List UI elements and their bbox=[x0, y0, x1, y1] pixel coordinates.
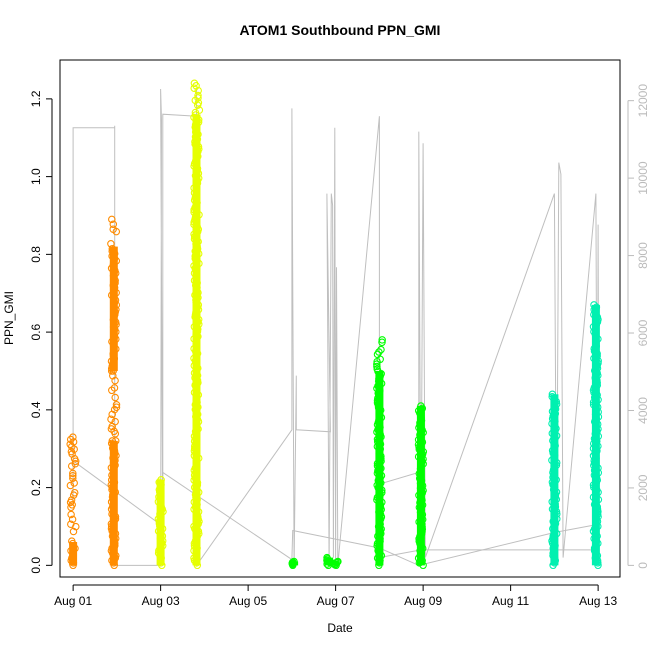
data-point-cluster bbox=[69, 542, 78, 566]
x-tick-label: Aug 11 bbox=[492, 594, 529, 608]
data-point bbox=[378, 338, 386, 347]
data-point bbox=[108, 437, 117, 445]
data-point bbox=[190, 79, 199, 88]
y2-tick-label: 12000 bbox=[636, 84, 650, 118]
data-point bbox=[70, 479, 78, 487]
data-point-cluster bbox=[109, 246, 118, 371]
data-point bbox=[69, 474, 77, 482]
data-point bbox=[69, 472, 77, 480]
x-tick-label: Aug 13 bbox=[579, 594, 617, 608]
y-tick-label: 0.4 bbox=[29, 401, 43, 418]
data-point bbox=[378, 336, 386, 344]
data-point bbox=[109, 220, 118, 229]
data-point bbox=[69, 469, 77, 478]
data-point bbox=[112, 403, 121, 411]
data-point bbox=[373, 362, 381, 371]
data-point-cluster bbox=[375, 371, 384, 566]
data-point-cluster bbox=[192, 114, 201, 566]
data-point bbox=[194, 86, 202, 95]
x-tick-label: Aug 07 bbox=[317, 594, 355, 608]
x-axis-label: Date bbox=[327, 621, 353, 635]
data-point bbox=[109, 367, 117, 375]
y2-tick-label: 8000 bbox=[636, 242, 650, 269]
plot-frame bbox=[59, 59, 621, 578]
data-point-cluster bbox=[416, 406, 425, 566]
y-tick-label: 1.0 bbox=[29, 168, 43, 185]
data-point bbox=[67, 520, 75, 528]
data-point bbox=[190, 84, 198, 92]
data-point bbox=[373, 360, 381, 368]
y2-tick-label: 4000 bbox=[636, 397, 650, 424]
plot-layer bbox=[66, 79, 603, 570]
data-point bbox=[194, 94, 202, 102]
data-point bbox=[110, 405, 119, 414]
data-point bbox=[66, 435, 75, 444]
x-tick-label: Aug 03 bbox=[142, 594, 180, 608]
data-point bbox=[112, 401, 121, 409]
data-point bbox=[69, 433, 77, 441]
y2-tick-label: 10000 bbox=[636, 161, 650, 195]
y-tick-label: 1.2 bbox=[29, 90, 43, 107]
data-point bbox=[68, 515, 77, 524]
data-point bbox=[66, 481, 75, 490]
y-tick-label: 0.2 bbox=[29, 479, 43, 496]
data-point bbox=[377, 345, 385, 354]
data-point bbox=[67, 496, 76, 504]
data-point bbox=[108, 215, 116, 224]
y-tick-label: 0.0 bbox=[29, 557, 43, 574]
data-point bbox=[194, 91, 202, 100]
x-tick-label: Aug 09 bbox=[404, 594, 442, 608]
x-tick-label: Aug 05 bbox=[229, 594, 267, 608]
y2-tick-label: 2000 bbox=[636, 474, 650, 501]
chart-title: ATOM1 Southbound PPN_GMI bbox=[240, 22, 441, 38]
y-tick-label: 0.8 bbox=[29, 246, 43, 263]
data-point-cluster bbox=[591, 304, 600, 566]
data-point bbox=[109, 372, 117, 380]
y2-tick-label: 0 bbox=[636, 562, 650, 569]
data-point bbox=[67, 510, 75, 519]
data-point bbox=[110, 384, 119, 392]
data-point bbox=[111, 393, 119, 402]
data-point bbox=[70, 445, 78, 453]
data-point-cluster bbox=[109, 440, 118, 566]
data-point-cluster bbox=[325, 557, 334, 566]
y2-tick-label: 6000 bbox=[636, 319, 650, 346]
axes-layer: Aug 01 Aug 03 Aug 05 Aug 07 Aug 09 Aug 11 Aug … bbox=[29, 59, 650, 608]
data-point bbox=[195, 106, 204, 114]
data-point-cluster bbox=[331, 561, 340, 566]
data-point bbox=[111, 417, 119, 426]
x-tick-label: Aug 01 bbox=[54, 594, 92, 608]
data-point bbox=[109, 225, 117, 233]
data-point-cluster bbox=[290, 561, 299, 566]
data-point bbox=[375, 348, 383, 356]
y-tick-label: 0.6 bbox=[29, 323, 43, 340]
data-point bbox=[107, 415, 115, 423]
data-point bbox=[70, 488, 79, 497]
data-point-cluster bbox=[156, 479, 165, 566]
data-point-cluster bbox=[550, 394, 559, 566]
y-axis-label: PPN_GMI bbox=[2, 291, 16, 345]
